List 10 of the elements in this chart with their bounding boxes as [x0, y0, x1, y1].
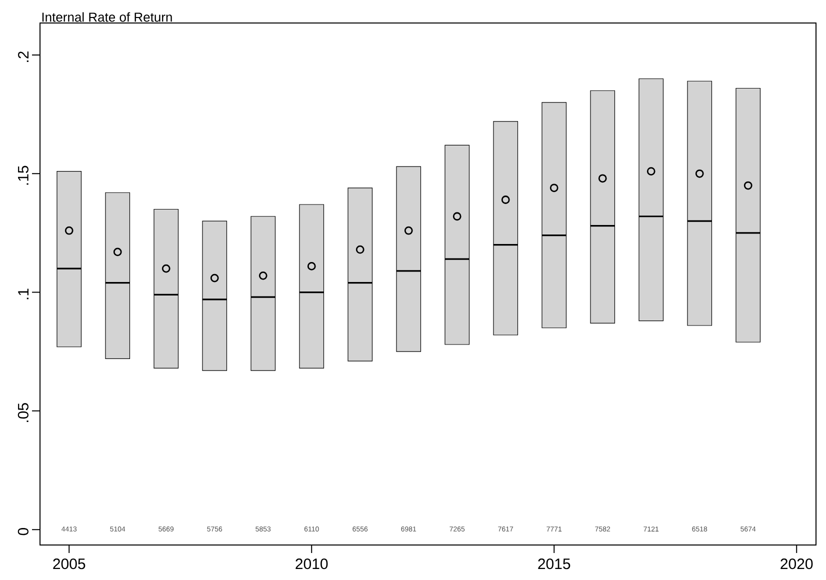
y-tick-label: 0: [18, 528, 28, 536]
x-tick-label: 2010: [296, 558, 328, 570]
chart-title: Internal Rate of Return: [42, 12, 172, 22]
y-tick-label: .05: [18, 403, 28, 422]
x-tick-label: 2020: [780, 558, 813, 570]
x-tick-label: 2015: [538, 558, 570, 570]
y-tick-label: .2: [18, 52, 28, 62]
y-tick-label: .15: [18, 166, 28, 185]
y-tick-label: .1: [18, 288, 28, 300]
x-tick-label: 2005: [53, 558, 86, 570]
